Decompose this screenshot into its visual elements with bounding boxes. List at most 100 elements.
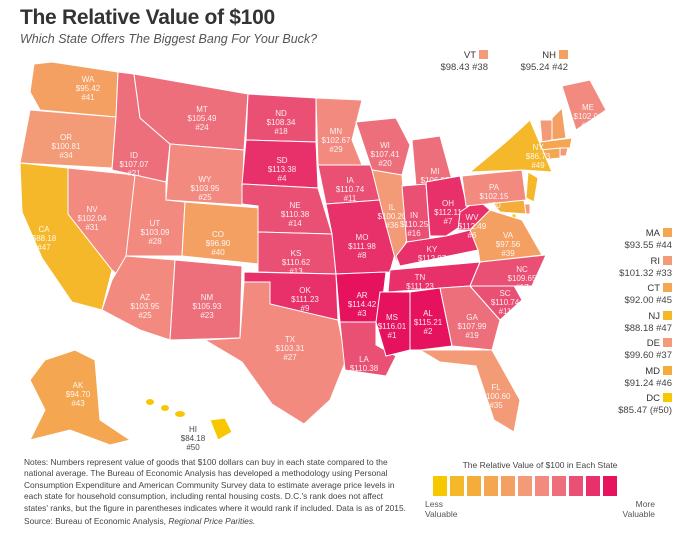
state-rank-label: #4 <box>278 174 287 183</box>
state-wy <box>165 143 245 206</box>
color-swatch <box>663 255 672 265</box>
state-rank-label: #13 <box>289 267 303 276</box>
state-value-label: $112.49 <box>458 222 487 231</box>
state-code-label: WY <box>199 175 213 184</box>
state-code-label: LA <box>359 355 369 364</box>
state-rank-label: #17 <box>515 283 529 292</box>
state-value-label: $100.81 <box>52 142 81 151</box>
state-value-label: $110.38 <box>281 210 310 219</box>
state-code-label: HI <box>189 425 197 434</box>
state-value-label: $95.42 <box>76 84 101 93</box>
state-me <box>561 79 607 131</box>
state-wi <box>355 117 411 176</box>
small-state-code: CT <box>647 283 660 294</box>
state-value-label: $107.99 <box>458 322 487 331</box>
state-rank-label: #11 <box>499 307 512 316</box>
state-value-label: $105.49 <box>188 114 217 123</box>
small-state-value: $98.43 #38 <box>440 62 488 73</box>
small-state-code: NJ <box>648 310 660 322</box>
state-code-label: CO <box>212 230 224 239</box>
state-rank-label: #47 <box>37 243 51 252</box>
state-code-label: AL <box>423 309 433 318</box>
state-value-label: $103.95 <box>131 302 160 311</box>
state-rank-label: #30 <box>487 201 501 210</box>
state-code-label: CA <box>38 225 50 234</box>
state-nh <box>551 106 567 141</box>
state-value-label: $107.07 <box>120 160 149 169</box>
state-rank-label: #35 <box>489 401 503 410</box>
state-rank-label: #27 <box>283 353 297 362</box>
color-swatch <box>663 283 672 292</box>
state-rank-label: #14 <box>288 219 302 228</box>
state-code-label: GA <box>466 313 478 322</box>
state-code-label: AK <box>73 381 84 390</box>
small-state-code: MA <box>645 228 660 239</box>
state-code-label: WI <box>380 141 390 150</box>
notes: Notes: Numbers represent value of goods … <box>24 457 409 527</box>
legend-title: The Relative Value of $100 in Each State <box>462 460 618 470</box>
state-code-label: NE <box>289 201 300 210</box>
state-code-label: IA <box>346 176 354 185</box>
state-value-label: $103.31 <box>276 344 305 353</box>
state-value-label: $88.18 <box>32 234 57 243</box>
state-value-label: $105.93 <box>193 302 222 311</box>
state-value-label: $86.73 <box>526 152 551 161</box>
state-mn <box>315 97 363 166</box>
state-rank-label: #23 <box>200 311 214 320</box>
state-rank-label: #31 <box>85 223 99 232</box>
small-state-value: $95.24 #42 <box>520 62 568 73</box>
state-code-label: SD <box>276 156 287 165</box>
color-swatch <box>663 338 672 347</box>
source-title: Regional Price Parities. <box>168 516 256 527</box>
state-ny <box>468 119 553 173</box>
small-state-code: VT <box>463 50 476 61</box>
legend-high-label: More Valuable <box>622 499 655 519</box>
state-rank-label: #25 <box>198 193 212 202</box>
state-rank-label: #11 <box>344 194 357 203</box>
legend-swatch <box>450 476 464 496</box>
small-state-value: $92.00 #45 <box>624 295 672 306</box>
state-value-label: $114.42 <box>348 300 377 309</box>
small-state-vt: VT $98.43 #38 <box>400 50 488 74</box>
small-state-value: $88.18 #47 <box>624 322 672 334</box>
legend-swatch <box>518 476 532 496</box>
small-state-code: DE <box>646 338 660 349</box>
page-subtitle: Which State Offers The Biggest Bang For … <box>20 32 318 46</box>
state-code-label: WA <box>82 75 95 84</box>
state-rank-label: #2 <box>424 327 433 336</box>
state-code-label: TX <box>285 335 296 344</box>
state-value-label: $100.20 <box>378 212 407 221</box>
state-code-label: ID <box>130 151 138 160</box>
state-value-label: $97.56 <box>496 240 521 249</box>
state-value-label: $108.34 <box>267 118 296 127</box>
state-code-label: NY <box>532 143 544 152</box>
legend-swatch <box>603 476 617 496</box>
state-code-label: OR <box>60 133 72 142</box>
state-value-label: $111.23 <box>406 282 434 291</box>
legend-swatch <box>484 476 498 496</box>
small-state-code: NH <box>542 50 556 61</box>
state-rank-label: #40 <box>211 248 225 257</box>
state-value-label: $96.90 <box>206 239 231 248</box>
source-prefix: Source: Bureau of Economic Analysis, <box>24 516 169 527</box>
state-value-label: $115.21 <box>414 318 443 327</box>
state-value-label: $112.11 <box>434 208 462 217</box>
state-rank-label: #9 <box>301 304 310 313</box>
small-state-code: DC <box>646 393 660 404</box>
state-value-label: $102.04 <box>78 214 107 223</box>
state-value-label: $84.18 <box>181 434 206 443</box>
small-state-code: RI <box>650 255 661 267</box>
state-rank-label: #6 <box>468 231 477 240</box>
state-hi <box>209 417 233 441</box>
color-swatch <box>479 50 488 59</box>
state-code-label: VA <box>503 231 514 240</box>
small-state-ct: CT $92.00 #45 <box>600 283 672 307</box>
legend-swatch <box>586 476 600 496</box>
state-value-label: $110.62 <box>282 258 311 267</box>
state-rank-label: #25 <box>138 311 152 320</box>
hawaii-island <box>146 399 154 405</box>
hawaii-island <box>161 405 169 411</box>
state-nj <box>525 171 539 203</box>
small-state-value: $93.55 #44 <box>624 240 672 251</box>
